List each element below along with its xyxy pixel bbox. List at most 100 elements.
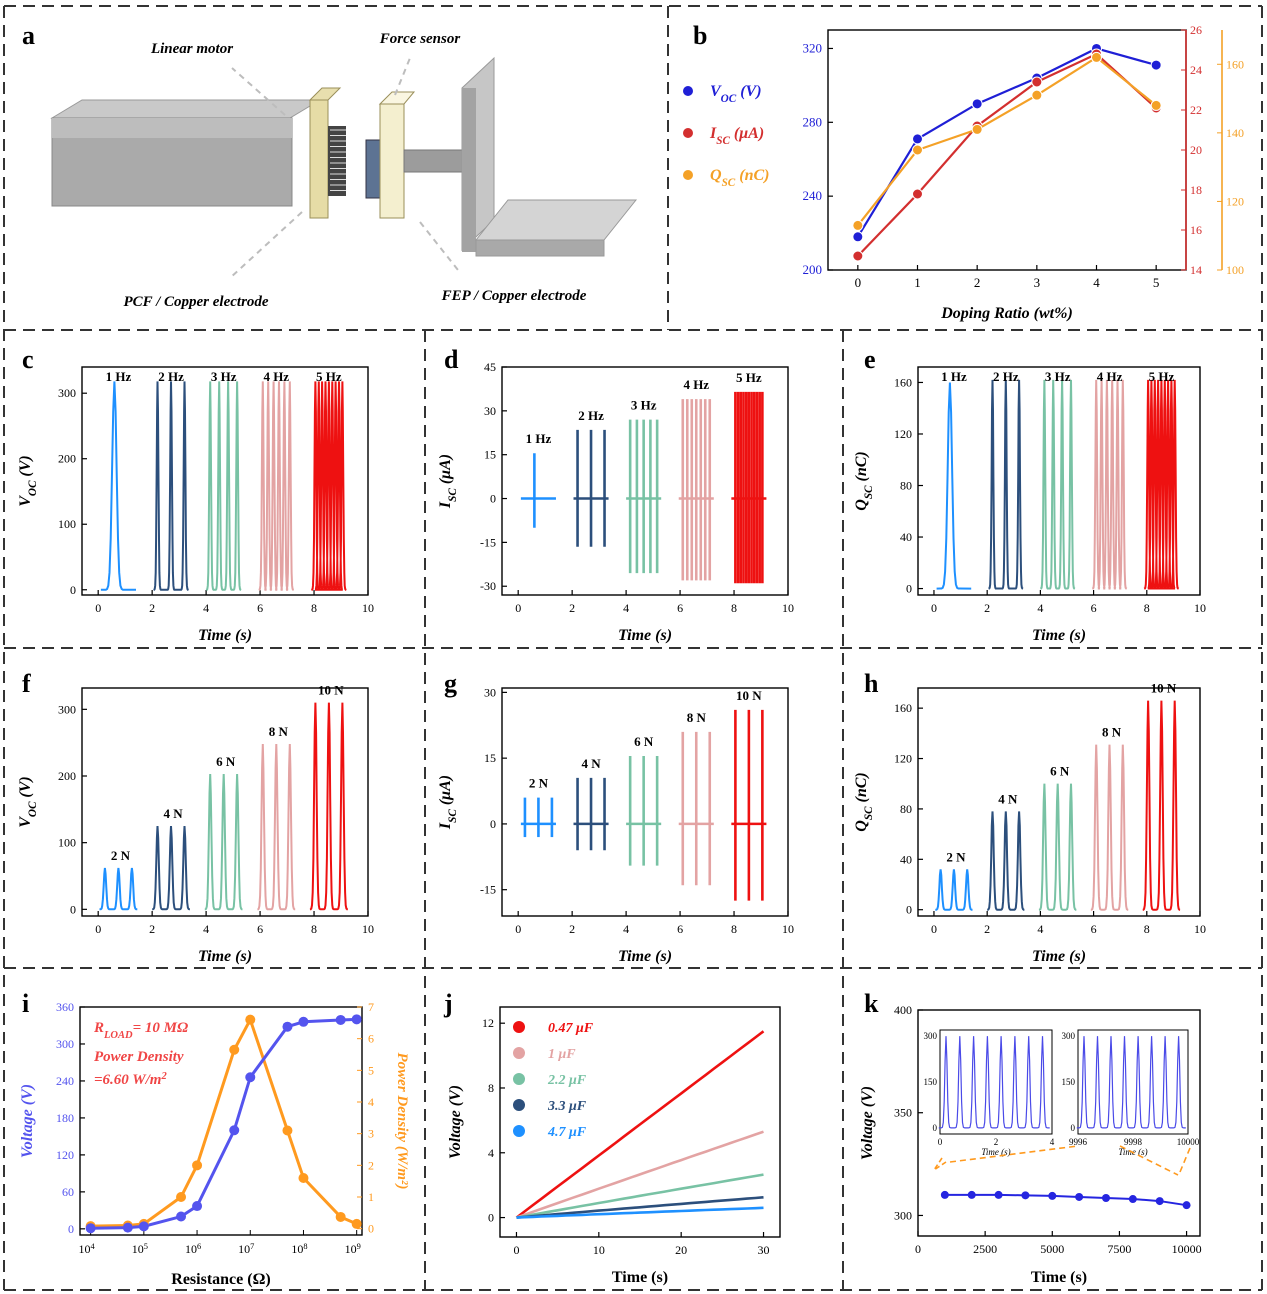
inset-x-tick-label: 4 bbox=[1050, 1137, 1055, 1147]
data-point bbox=[852, 250, 864, 262]
y-tick-label: 0 bbox=[490, 492, 496, 506]
group-label: 8 N bbox=[269, 724, 289, 739]
data-point bbox=[912, 144, 923, 156]
voltage-point bbox=[176, 1211, 187, 1222]
y-tick-label: 4 bbox=[488, 1146, 494, 1160]
group-label: 6 N bbox=[1050, 764, 1070, 779]
group-label: 2 N bbox=[111, 848, 131, 863]
y-tick-label: 200 bbox=[58, 452, 76, 466]
group-label: 1 Hz bbox=[106, 369, 132, 384]
x-tick-label: 4 bbox=[1037, 922, 1043, 936]
x-tick-label: 6 bbox=[1091, 922, 1097, 936]
pulse-trace bbox=[1039, 379, 1076, 590]
x-tick-label: 2 bbox=[569, 922, 575, 936]
x-tick-label: 6 bbox=[677, 601, 683, 615]
panel-letter: c bbox=[22, 345, 34, 374]
y-tick-label: 360 bbox=[56, 1000, 74, 1014]
group-label: 2 Hz bbox=[578, 408, 604, 423]
x-tick-label: 0 bbox=[931, 601, 937, 615]
y-tick-label: 120 bbox=[56, 1148, 74, 1162]
right-tick-label: 3 bbox=[368, 1127, 374, 1141]
right-tick-label: 160 bbox=[1226, 57, 1244, 71]
power-point bbox=[176, 1192, 187, 1202]
label-fep-electrode: FEP / Copper electrode bbox=[441, 288, 587, 304]
x-tick-label: 2 bbox=[149, 601, 155, 615]
x-tick-label: 10 bbox=[362, 601, 374, 615]
x-tick-label: 108 bbox=[291, 1242, 307, 1257]
power-point bbox=[245, 1014, 256, 1025]
pulse-trace bbox=[309, 702, 348, 911]
plot-frame bbox=[79, 1006, 363, 1236]
panel-a-device-diagram: a Linear motor Force sensor PCF / Copper el… bbox=[22, 21, 638, 310]
pulse-trace bbox=[935, 869, 973, 911]
y-tick-label: 15 bbox=[484, 751, 496, 765]
right-tick-label: 18 bbox=[1190, 183, 1202, 197]
x-axis-label: Time (s) bbox=[618, 948, 672, 965]
group-label: 2 N bbox=[946, 849, 966, 864]
y-tick-label: 240 bbox=[803, 188, 823, 203]
panel-j-capacitor-charging: j 0 10 20 30 0 4 8 12 0.47 μF 1 μF 2.2 μF 3.3 μF 4.7 … bbox=[443, 989, 781, 1286]
right-tick-label: 20 bbox=[1190, 143, 1202, 157]
y-axis-label: VOC (V) bbox=[17, 455, 39, 507]
data-point bbox=[1031, 89, 1043, 101]
group-label: 1 Hz bbox=[941, 369, 967, 384]
plot-frame bbox=[917, 366, 1201, 596]
charging-curve bbox=[515, 1030, 765, 1219]
voltage-point bbox=[85, 1223, 96, 1234]
power-point bbox=[335, 1211, 346, 1222]
voltage-point bbox=[229, 1125, 240, 1136]
group-label: 8 N bbox=[1102, 725, 1122, 740]
voltage-point bbox=[351, 1014, 362, 1025]
legend-marker bbox=[683, 86, 693, 96]
y-tick-label: 120 bbox=[894, 752, 912, 766]
data-point bbox=[912, 133, 923, 145]
legend-label: 0.47 μF bbox=[548, 1021, 594, 1036]
inset-link bbox=[933, 1157, 947, 1171]
pulse-trace bbox=[99, 867, 138, 911]
group-label: 3 Hz bbox=[211, 369, 237, 384]
plot-frame bbox=[917, 687, 1201, 917]
plot-frame bbox=[81, 687, 369, 917]
x-tick-label: 10 bbox=[1194, 601, 1206, 615]
legend-marker bbox=[513, 1021, 525, 1033]
x-tick-label: 10 bbox=[782, 922, 794, 936]
voltage-point bbox=[282, 1021, 293, 1032]
legend-label: ISC (μA) bbox=[709, 125, 764, 147]
charging-curve bbox=[516, 1130, 764, 1219]
right-tick-label: 22 bbox=[1190, 103, 1202, 117]
stability-point bbox=[1102, 1193, 1110, 1202]
data-point bbox=[1031, 76, 1043, 88]
legend-label: QSC (nC) bbox=[710, 167, 769, 189]
x-tick-label: 6 bbox=[1091, 601, 1097, 615]
data-point bbox=[912, 188, 923, 200]
rod bbox=[403, 149, 465, 173]
pulse-trace bbox=[1142, 700, 1181, 911]
x-axis-label: Time (s) bbox=[612, 1269, 668, 1286]
label-linear-motor: Linear motor bbox=[150, 41, 233, 57]
x-tick-label: 4 bbox=[1037, 601, 1043, 615]
plot-frame bbox=[827, 29, 1187, 271]
panel-letter: j bbox=[443, 989, 453, 1018]
pulse-trace bbox=[987, 811, 1025, 911]
y-tick-label: 80 bbox=[900, 802, 912, 816]
right-tick-label: 26 bbox=[1190, 23, 1202, 37]
y-tick-label: 80 bbox=[900, 479, 912, 493]
voltage-point bbox=[192, 1201, 203, 1212]
y-tick-label: 100 bbox=[58, 836, 76, 850]
pointer-line bbox=[394, 57, 411, 96]
group-label: 10 N bbox=[1151, 681, 1177, 696]
pulse-trace bbox=[152, 825, 190, 911]
x-axis-label: Time (s) bbox=[1032, 627, 1086, 644]
right-tick-label: 14 bbox=[1190, 263, 1202, 277]
x-axis-label: Time (s) bbox=[198, 948, 252, 965]
group-label: 5 Hz bbox=[316, 369, 342, 384]
x-tick-label: 106 bbox=[185, 1242, 201, 1257]
y-tick-label: -15 bbox=[480, 883, 496, 897]
x-tick-label: 2 bbox=[974, 275, 981, 290]
right-tick-label: 1 bbox=[368, 1190, 374, 1204]
y-tick-label: 0 bbox=[488, 1211, 494, 1225]
charging-curve bbox=[516, 1173, 764, 1219]
right-tick-label: 24 bbox=[1190, 63, 1202, 77]
